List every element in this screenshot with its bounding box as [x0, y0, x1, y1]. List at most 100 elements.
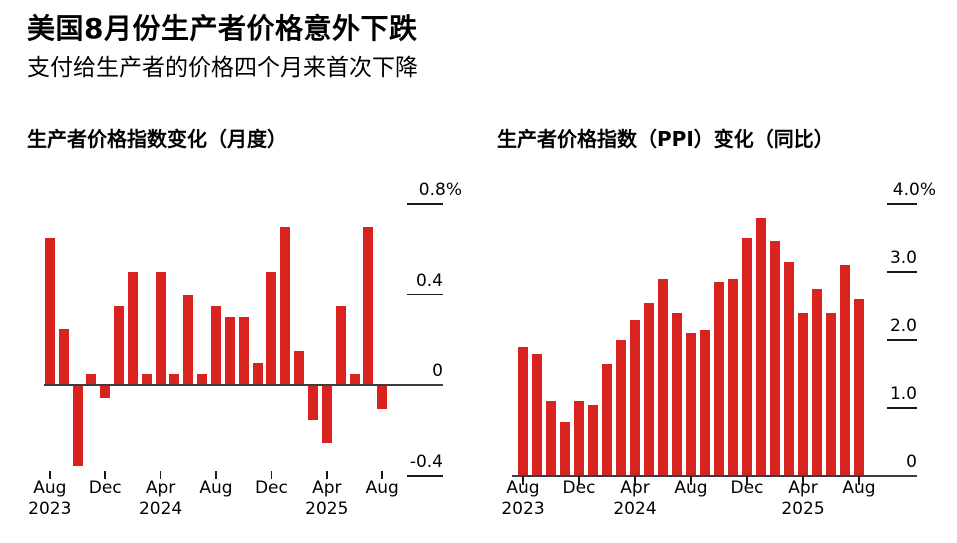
y-axis-label: 3.0: [889, 248, 917, 268]
bar-jun-2024: [183, 294, 194, 386]
chart-ppi-yoy: 生产者价格指数（PPI）变化（同比） 4.0% 3.0 2.0 1.0 0 Aug 2023…: [478, 0, 957, 543]
x-axis-label: Aug 2023: [501, 478, 545, 519]
x-axis-tick: [270, 471, 273, 479]
bar-jan-2025: [756, 217, 766, 476]
x-axis-tick: [49, 471, 51, 479]
x-axis-tick: [634, 476, 636, 485]
x-axis-tick: [159, 471, 162, 479]
x-axis-tick: [522, 476, 524, 485]
bar-aug-2024: [211, 306, 221, 386]
bar-mar-2025: [307, 386, 318, 421]
x-axis-label: Apr 2024: [613, 478, 657, 519]
y-axis-label: 4.0%: [892, 180, 936, 200]
zero-axis-line: [512, 475, 917, 477]
bar-jun-2025: [349, 374, 360, 386]
bar-oct-2024: [714, 282, 724, 476]
y-gridline-tick: [407, 293, 443, 296]
x-axis-tick: [578, 476, 580, 485]
chart-title-yoy: 生产者价格指数（PPI）变化（同比）: [497, 127, 834, 151]
y-axis-label: 0: [906, 452, 917, 472]
x-axis-tick: [215, 471, 217, 479]
zero-axis-line: [44, 384, 443, 386]
chart-ppi-monthly: 生产者价格指数变化（月度） 0.8% 0.4 0 -0.4 Aug 2023 Dec Apr 2…: [0, 0, 478, 543]
bar-nov-2023: [86, 374, 97, 386]
bar-aug-2023: [518, 346, 528, 476]
y-axis-label: 1.0: [889, 384, 917, 404]
page-title: 美国8月份生产者价格意外下跌: [27, 12, 418, 45]
bar-mar-2025: [784, 261, 794, 476]
x-axis-tick: [858, 476, 860, 485]
x-axis-label: Aug: [842, 478, 876, 498]
bar-nov-2024: [252, 362, 263, 386]
x-axis-label: Aug 2023: [28, 478, 72, 519]
bar-jan-2024: [588, 404, 598, 476]
bar-dec-2024: [266, 272, 277, 386]
y-axis-label: 0.8%: [418, 180, 462, 200]
x-axis-label: Apr 2025: [781, 478, 825, 519]
page-subtitle: 支付给生产者的价格四个月来首次下降: [27, 55, 418, 81]
x-axis-label: Apr 2024: [138, 478, 183, 519]
bar-apr-2025: [321, 386, 332, 443]
chart-title-monthly: 生产者价格指数变化（月度）: [27, 127, 287, 151]
bar-feb-2025: [294, 351, 305, 386]
x-axis-label: Dec: [730, 478, 764, 498]
y-axis-label: 2.0: [889, 316, 917, 336]
bar-aug-2024: [686, 333, 696, 476]
y-gridline-tick: [887, 203, 917, 205]
bar-jul-2024: [197, 374, 208, 386]
y-axis-label: 0.4: [415, 270, 443, 291]
bar-aug-2023: [44, 238, 55, 386]
x-axis-tick: [326, 471, 328, 479]
x-axis-tick: [802, 476, 804, 485]
bar-may-2025: [812, 289, 822, 476]
bar-sep-2024: [700, 329, 710, 476]
y-gridline-tick: [887, 271, 917, 273]
y-gridline-tick: [887, 407, 917, 409]
y-axis-label: -0.4: [409, 452, 443, 472]
bar-jul-2024: [672, 312, 682, 476]
bar-oct-2024: [238, 317, 249, 386]
bar-may-2025: [335, 306, 346, 386]
y-gridline-tick: [407, 475, 443, 477]
x-axis-label: Dec: [254, 478, 288, 498]
bar-dec-2023: [574, 401, 584, 476]
x-axis-label: Dec: [562, 478, 596, 498]
y-gridline-tick: [407, 203, 443, 205]
plot-area-yoy: 4.0% 3.0 2.0 1.0 0 Aug 2023 Dec Apr 2024 Aug Dec Apr…: [478, 0, 957, 543]
bar-feb-2025: [770, 241, 780, 476]
x-axis-tick: [690, 476, 692, 485]
bar-aug-2025: [377, 386, 388, 409]
bar-may-2024: [644, 302, 654, 476]
x-axis-tick: [381, 471, 383, 479]
bar-jun-2024: [658, 278, 668, 476]
bar-nov-2023: [560, 421, 570, 476]
x-axis-label: Aug: [365, 478, 399, 498]
y-axis-label: 0: [432, 361, 443, 382]
x-axis-label: Apr 2025: [305, 478, 349, 519]
bar-aug-2025: [854, 299, 864, 476]
plot-area-monthly: 0.8% 0.4 0 -0.4 Aug 2023 Dec Apr 2024 Aug Dec Apr 20…: [0, 0, 478, 543]
x-axis-tick: [746, 476, 748, 485]
bar-jan-2025: [280, 226, 291, 386]
x-axis-tick: [104, 471, 106, 479]
bar-jan-2024: [114, 306, 125, 386]
bar-apr-2025: [798, 312, 808, 476]
x-axis-label: Aug: [199, 478, 233, 498]
bar-may-2024: [169, 374, 180, 386]
x-axis-label: Aug: [674, 478, 708, 498]
bar-sep-2023: [58, 328, 69, 386]
bar-nov-2024: [728, 278, 738, 476]
bar-jul-2025: [840, 265, 850, 476]
bar-jun-2025: [826, 312, 836, 476]
bar-apr-2024: [155, 272, 166, 386]
bar-mar-2024: [616, 340, 626, 476]
bar-feb-2024: [127, 272, 138, 386]
bar-dec-2023: [100, 386, 111, 398]
bar-sep-2024: [224, 317, 235, 386]
bar-oct-2023: [546, 401, 556, 476]
bar-dec-2024: [742, 238, 752, 476]
bar-oct-2023: [72, 386, 83, 466]
bar-jul-2025: [363, 226, 374, 386]
bar-apr-2024: [630, 319, 640, 476]
